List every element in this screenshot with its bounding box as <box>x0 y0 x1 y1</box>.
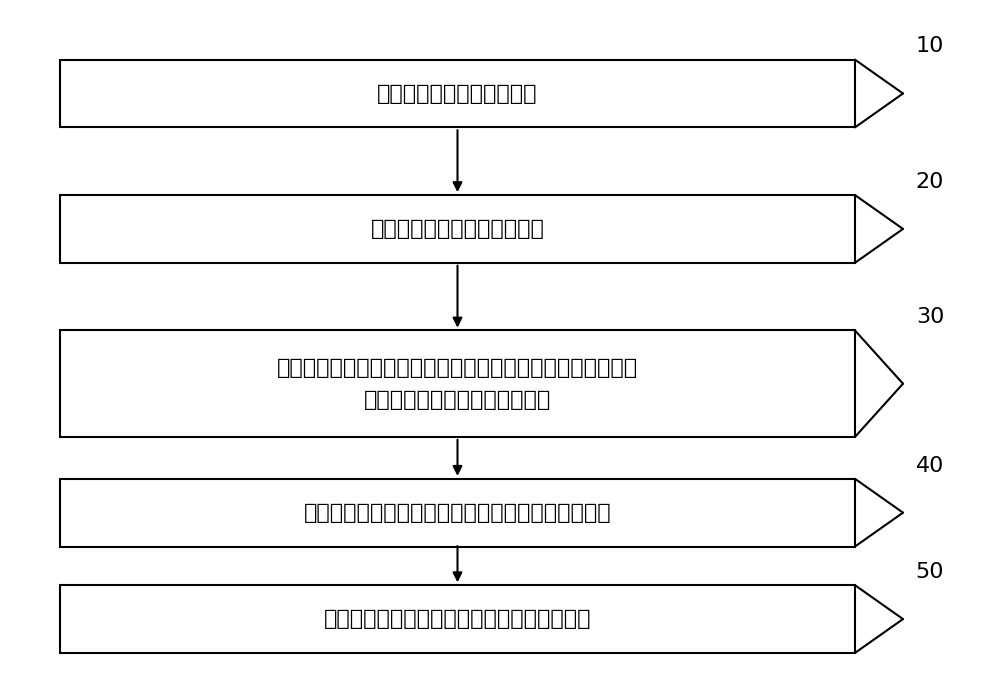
Text: 计算每个目标模组的畸变偏差: 计算每个目标模组的畸变偏差 <box>371 219 544 239</box>
Text: 剔除畸变偏差大于预设阈值的模组，并计算剔除后的目标模组: 剔除畸变偏差大于预设阈值的模组，并计算剔除后的目标模组 <box>277 357 638 377</box>
Bar <box>60 479 855 546</box>
Text: 30: 30 <box>916 307 944 327</box>
Bar <box>60 585 855 653</box>
Text: 50: 50 <box>916 562 944 582</box>
Bar <box>60 195 855 263</box>
Bar <box>60 331 855 437</box>
Text: 40: 40 <box>916 455 944 475</box>
Text: 选取最小更新畸变偏差对应的目标模组作为典型模组: 选取最小更新畸变偏差对应的目标模组作为典型模组 <box>304 502 611 522</box>
Bar <box>60 59 855 128</box>
Text: 选取一预设数量的目标模组: 选取一预设数量的目标模组 <box>377 83 538 104</box>
Text: 将典型模组的畸变标定参数作为畸变矫正参数: 将典型模组的畸变标定参数作为畸变矫正参数 <box>324 609 591 629</box>
Text: 20: 20 <box>916 172 944 192</box>
Text: 中每个目标模组的更新畸变偏差: 中每个目标模组的更新畸变偏差 <box>364 390 551 410</box>
Text: 10: 10 <box>916 37 944 57</box>
